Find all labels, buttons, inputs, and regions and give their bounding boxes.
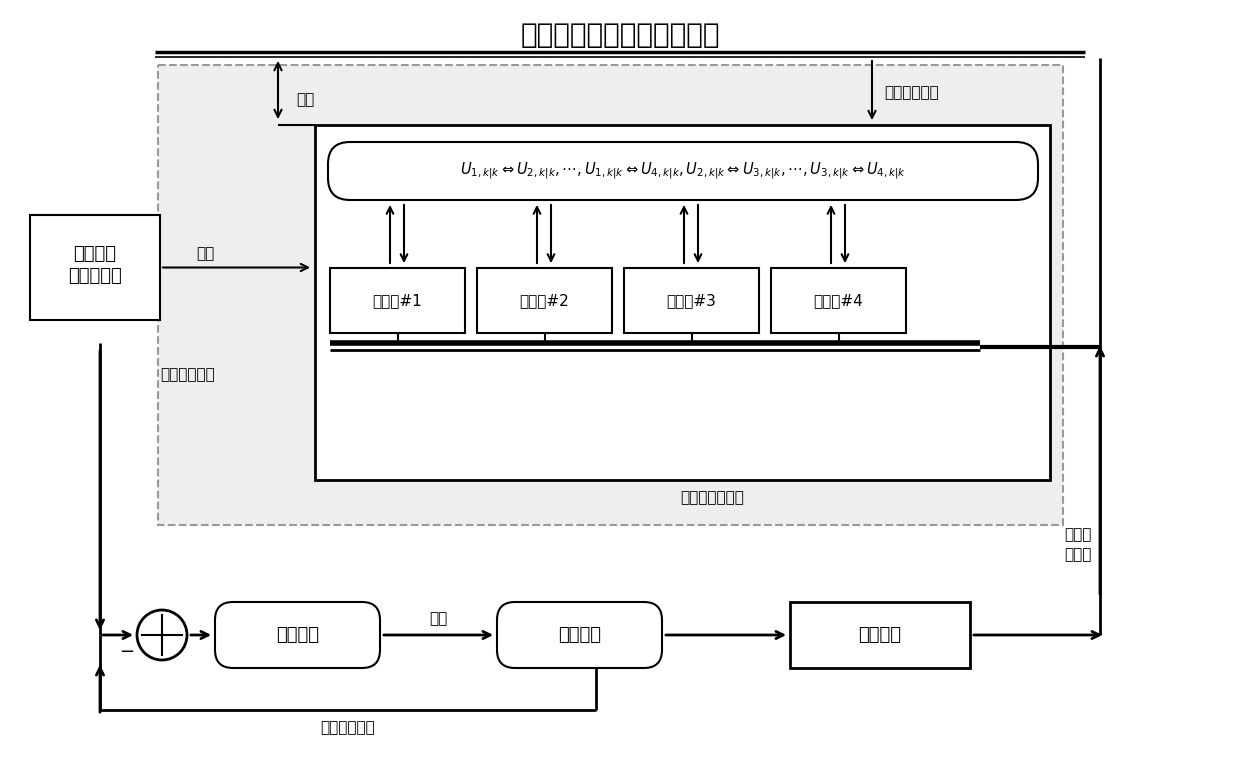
Text: 输入: 输入 <box>429 611 448 627</box>
Text: 电机转矩反馈: 电机转矩反馈 <box>321 720 376 736</box>
Text: 刀盘转: 刀盘转 <box>1065 528 1092 542</box>
FancyBboxPatch shape <box>497 602 662 668</box>
Text: 转矩控制: 转矩控制 <box>277 626 319 644</box>
Text: 分布式预测控制: 分布式预测控制 <box>681 491 744 505</box>
Text: 控制器#4: 控制器#4 <box>813 293 863 308</box>
Text: 模型: 模型 <box>196 246 215 261</box>
Text: 约束: 约束 <box>296 93 314 107</box>
Bar <box>624 268 759 333</box>
Circle shape <box>136 610 187 660</box>
Text: 电机转矩设定: 电机转矩设定 <box>160 367 215 383</box>
Text: 驱动电机: 驱动电机 <box>558 626 601 644</box>
Text: 盘传动建模: 盘传动建模 <box>68 266 122 285</box>
Text: 电机一刀: 电机一刀 <box>73 245 117 262</box>
FancyBboxPatch shape <box>215 602 379 668</box>
Bar <box>315 125 1050 480</box>
Text: 控制器#3: 控制器#3 <box>667 293 717 308</box>
Text: 根据围岩状况确定刀盘转速: 根据围岩状况确定刀盘转速 <box>521 21 719 49</box>
Bar <box>477 268 613 333</box>
Bar <box>30 215 160 320</box>
Bar <box>771 268 906 333</box>
Text: 刀盘转速给定: 刀盘转速给定 <box>884 85 939 100</box>
Text: 控制器#1: 控制器#1 <box>373 293 423 308</box>
Bar <box>790 602 970 668</box>
Bar <box>157 65 1063 525</box>
Text: 速反馈: 速反馈 <box>1065 548 1092 562</box>
Bar <box>330 268 465 333</box>
Text: $U_{1,k|k} \Leftrightarrow U_{2,k|k}, \cdots, U_{1,k|k} \Leftrightarrow U_{4,k|k: $U_{1,k|k} \Leftrightarrow U_{2,k|k}, \c… <box>460 160 906 182</box>
FancyBboxPatch shape <box>329 142 1038 200</box>
Text: −: − <box>119 644 135 661</box>
Text: 刀盘系统: 刀盘系统 <box>858 626 901 644</box>
Text: 控制器#2: 控制器#2 <box>520 293 569 308</box>
